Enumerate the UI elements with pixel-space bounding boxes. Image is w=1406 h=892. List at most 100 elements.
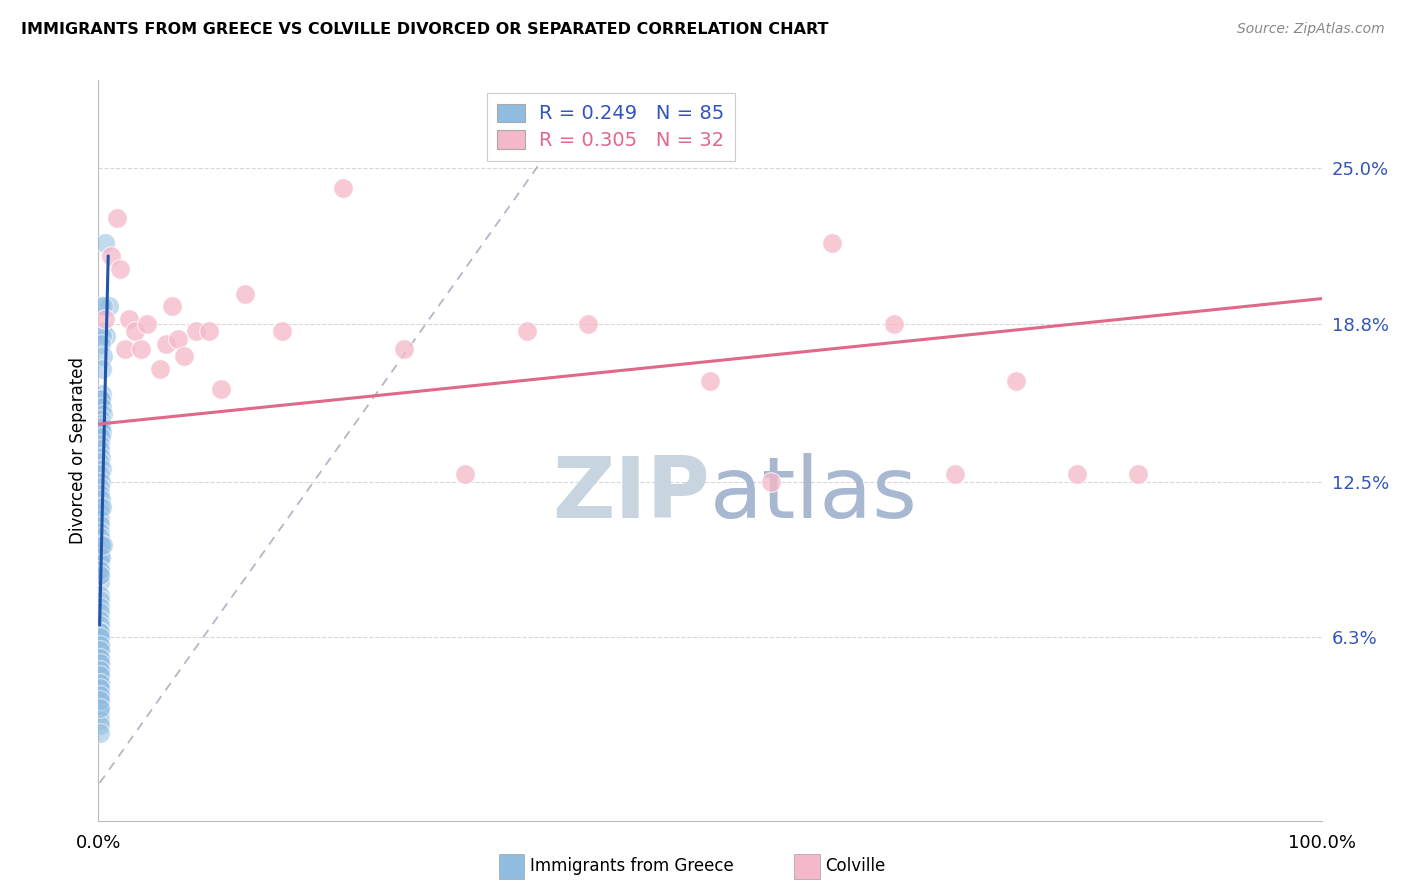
Point <box>197 324 219 338</box>
Point <box>89 700 111 714</box>
Point <box>89 643 111 657</box>
Point <box>93 236 115 251</box>
Text: ZIP: ZIP <box>553 453 710 536</box>
Point <box>98 299 121 313</box>
Point <box>89 542 111 557</box>
Point <box>515 324 537 338</box>
Point <box>89 442 111 457</box>
Point <box>90 430 112 444</box>
Point <box>89 663 111 677</box>
Point <box>89 613 111 627</box>
Point <box>883 317 905 331</box>
Point <box>186 324 208 338</box>
Legend: R = 0.249   N = 85, R = 0.305   N = 32: R = 0.249 N = 85, R = 0.305 N = 32 <box>486 93 735 161</box>
Point <box>110 261 132 276</box>
Point <box>90 412 112 426</box>
Point <box>454 467 477 482</box>
Point <box>89 437 111 451</box>
Point <box>160 299 183 313</box>
Point <box>89 718 111 732</box>
Point <box>129 342 152 356</box>
Text: IMMIGRANTS FROM GREECE VS COLVILLE DIVORCED OR SEPARATED CORRELATION CHART: IMMIGRANTS FROM GREECE VS COLVILLE DIVOR… <box>21 22 828 37</box>
Point <box>943 467 966 482</box>
Point <box>90 419 112 434</box>
Point <box>89 500 111 514</box>
Point <box>89 517 111 532</box>
Point <box>93 311 115 326</box>
Point <box>576 317 599 331</box>
Point <box>91 387 114 401</box>
Point <box>167 332 190 346</box>
Point <box>699 375 721 389</box>
Point <box>89 567 111 582</box>
Point <box>89 605 111 619</box>
Point <box>89 625 111 640</box>
Point <box>136 317 159 331</box>
Point <box>91 538 114 552</box>
Point <box>155 336 177 351</box>
Point <box>90 336 112 351</box>
Point <box>89 567 111 582</box>
Point <box>89 656 111 670</box>
Point <box>89 625 111 640</box>
Point <box>91 425 114 439</box>
Point <box>209 382 232 396</box>
Point <box>94 329 117 343</box>
Point <box>89 455 111 469</box>
Point <box>89 688 111 702</box>
Point <box>89 706 111 720</box>
Point <box>821 236 844 251</box>
Text: Source: ZipAtlas.com: Source: ZipAtlas.com <box>1237 22 1385 37</box>
Point <box>392 342 416 356</box>
Point <box>89 575 111 590</box>
Point <box>100 249 122 263</box>
Point <box>90 538 112 552</box>
Point <box>89 663 111 677</box>
Point <box>89 512 111 526</box>
Text: atlas: atlas <box>710 453 918 536</box>
Point <box>89 650 111 665</box>
Point <box>89 700 111 714</box>
Point <box>89 480 111 494</box>
Point <box>91 400 114 414</box>
Point <box>89 505 111 519</box>
Point <box>114 342 136 356</box>
Text: Colville: Colville <box>825 857 886 875</box>
Point <box>89 467 111 482</box>
Point <box>89 550 111 565</box>
Point <box>91 329 114 343</box>
Point <box>91 349 114 363</box>
Point <box>124 324 146 338</box>
Point <box>89 713 111 727</box>
Point <box>89 693 111 707</box>
Point <box>90 299 112 313</box>
Point <box>89 643 111 657</box>
Point <box>173 349 195 363</box>
Point <box>149 362 172 376</box>
Point <box>91 324 114 338</box>
Point <box>89 524 111 539</box>
Text: Immigrants from Greece: Immigrants from Greece <box>530 857 734 875</box>
Point <box>89 631 111 645</box>
Point <box>89 681 111 695</box>
Point <box>90 492 112 507</box>
Point <box>89 675 111 690</box>
Point <box>89 638 111 652</box>
Point <box>233 286 256 301</box>
Point <box>90 392 112 406</box>
Point <box>89 726 111 740</box>
Point <box>1066 467 1088 482</box>
Point <box>91 500 114 514</box>
Point <box>89 600 111 615</box>
Point <box>90 475 112 489</box>
Point <box>89 675 111 690</box>
Point <box>89 530 111 544</box>
Point <box>89 555 111 569</box>
Point <box>89 668 111 682</box>
Point <box>89 681 111 695</box>
Point <box>105 211 128 226</box>
Point <box>89 656 111 670</box>
Point <box>90 538 112 552</box>
Y-axis label: Divorced or Separated: Divorced or Separated <box>69 357 87 544</box>
Point <box>91 362 114 376</box>
